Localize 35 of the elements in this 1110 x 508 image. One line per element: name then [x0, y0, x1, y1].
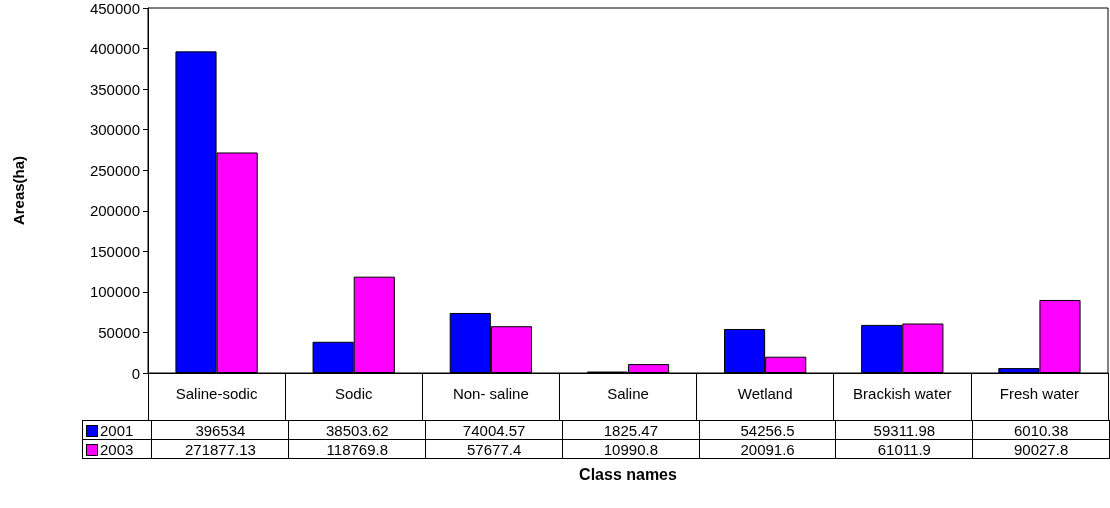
y-tick-label: 300000 [89, 121, 140, 139]
data-label: 396534 [151, 420, 289, 440]
x-tick-label: Saline-sodic [175, 385, 258, 402]
y-axis-title: Areas(ha) [10, 155, 27, 226]
y-tick-label: 150000 [89, 242, 140, 260]
y-tick-label: 100000 [89, 283, 140, 301]
data-label: 118769.8 [288, 439, 426, 459]
y-tick-label: 400000 [89, 40, 140, 58]
legend-label: 2003 [82, 439, 152, 459]
x-tick-label: Non- saline [452, 385, 529, 402]
y-tick-label: 200000 [89, 202, 140, 220]
y-tick-label: 350000 [89, 80, 140, 98]
y-tick-label: 450000 [89, 0, 140, 17]
y-tick-label: 50000 [98, 323, 140, 341]
x-axis-title: Class names [578, 466, 678, 484]
y-tick-label: 250000 [89, 161, 140, 179]
x-tick-label: Wetland [737, 385, 793, 402]
data-label: 20091.6 [699, 439, 836, 459]
legend-label: 2001 [82, 420, 152, 440]
x-tick-label: Saline [607, 385, 649, 402]
data-label: 10990.8 [562, 439, 700, 459]
data-label: 57677.4 [425, 439, 563, 459]
data-label: 90027.8 [972, 439, 1110, 459]
data-label: 1825.47 [562, 420, 700, 440]
x-tick-label: Brackish water [853, 385, 952, 402]
data-label: 271877.13 [151, 439, 289, 459]
x-tick-label: Sodic [334, 385, 373, 402]
data-label: 59311.98 [835, 420, 973, 440]
y-tick-label: 0 [131, 364, 140, 382]
data-label: 38503.62 [288, 420, 426, 440]
data-label: 6010.38 [972, 420, 1110, 440]
data-label: 74004.57 [425, 420, 563, 440]
data-label: 54256.5 [699, 420, 836, 440]
x-tick-label: Fresh water [999, 385, 1080, 402]
data-label: 61011.9 [835, 439, 973, 459]
